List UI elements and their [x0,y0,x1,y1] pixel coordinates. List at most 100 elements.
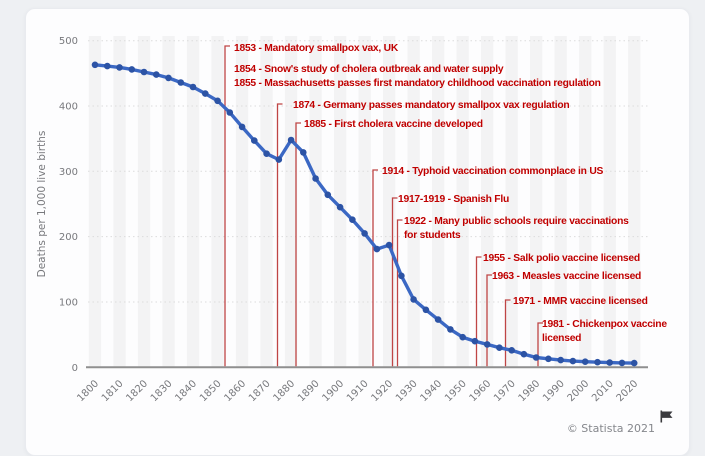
annotation-label: 1885 - First cholera vaccine developed [304,119,483,130]
annotation-label: 1955 - Salk polio vaccine licensed [483,253,640,264]
data-point-marker[interactable] [410,296,417,303]
data-point-marker[interactable] [373,245,381,253]
data-point-marker[interactable] [349,216,356,223]
data-point-marker[interactable] [287,136,295,144]
x-axis-tick-label: 1920 [369,378,395,404]
annotation-line [391,197,398,367]
data-point-marker[interactable] [324,191,332,199]
data-point-marker[interactable] [165,74,172,82]
x-axis-tick-label: 1980 [517,378,543,404]
decade-band [113,36,126,368]
data-point-marker[interactable] [594,358,601,366]
decade-band [603,36,616,368]
decade-band [505,36,518,368]
x-axis-tick-label: 1810 [100,378,126,404]
data-point-marker[interactable] [312,175,319,182]
x-axis-tick-label: 1940 [418,378,444,404]
decade-band [358,36,371,368]
decade-band [334,36,347,368]
data-point-marker[interactable] [630,359,638,367]
annotation-label: 1853 - Mandatory smallpox vax, UK [234,43,399,54]
data-point-marker[interactable] [422,306,430,314]
data-point-marker[interactable] [508,347,515,354]
annotation-line [475,256,482,367]
annotation-line [396,219,403,367]
annotation-line [504,299,511,367]
data-point-marker[interactable] [336,203,344,211]
decade-band [260,36,273,368]
data-point-marker[interactable] [91,61,99,69]
data-point-marker[interactable] [177,79,185,86]
data-point-marker[interactable] [153,71,160,78]
data-point-marker[interactable] [104,62,111,70]
annotation-line [486,274,492,367]
data-point-marker[interactable] [251,137,258,144]
statista-credit[interactable]: © Statista 2021 [567,422,655,435]
decade-band [432,36,445,368]
decade-band [530,36,543,368]
x-axis-tick-label: 1820 [124,378,150,404]
data-point-marker[interactable] [398,272,405,280]
y-axis-tick-label: 500 [59,36,78,47]
decade-band [628,36,641,368]
decade-band [309,36,322,368]
data-point-marker[interactable] [238,123,246,131]
decade-band [407,36,420,368]
data-point-marker[interactable] [275,156,283,163]
x-axis-tick-label: 1840 [173,378,199,404]
decade-band [579,36,592,368]
y-axis-tick-label: 100 [59,298,78,309]
statista-chart-page: { "credit": { "text": "© Statista 2021",… [25,8,690,456]
y-axis-tick-label: 400 [59,102,78,113]
data-point-marker[interactable] [434,316,442,323]
data-point-marker[interactable] [606,359,613,366]
y-axis-tick-label: 200 [59,232,78,243]
statista-flag-icon[interactable] [660,410,673,423]
annotation-label: 1914 - Typhoid vaccination commonplace i… [382,166,603,177]
annotation-line [372,169,378,367]
data-point-marker[interactable] [128,66,136,73]
annotation-line [276,103,283,367]
data-point-marker[interactable] [483,341,491,348]
x-axis-tick-label: 1870 [247,378,273,404]
data-point-marker[interactable] [116,64,123,71]
data-point-marker[interactable] [520,350,528,358]
data-point-marker[interactable] [581,358,589,366]
data-point-marker[interactable] [447,326,454,333]
data-point-marker[interactable] [189,83,197,91]
decade-band [88,36,102,368]
data-point-marker[interactable] [496,344,503,352]
annotation-label: licensed [542,333,581,344]
data-point-marker[interactable] [385,241,393,249]
y-axis-tick-label: 0 [72,363,78,374]
decade-band [284,36,298,368]
data-point-marker[interactable] [545,355,552,363]
data-point-marker[interactable] [459,333,467,341]
data-point-marker[interactable] [569,357,577,365]
data-point-marker[interactable] [202,90,209,97]
x-axis-tick-label: 1850 [198,378,224,404]
data-point-marker[interactable] [532,354,540,361]
x-axis-tick-label: 1930 [394,378,420,404]
data-point-marker[interactable] [557,356,564,364]
annotation-label: 1971 - MMR vaccine licensed [513,296,648,307]
annotation-label: 1854 - Snow's study of cholera outbreak … [234,64,504,75]
data-point-marker[interactable] [214,97,221,105]
annotation-label: 1922 - Many public schools require vacci… [404,216,629,227]
decade-band [137,36,151,368]
data-point-marker[interactable] [618,359,626,367]
decade-band [211,36,224,368]
data-point-marker[interactable] [471,337,479,345]
annotation-label: 1917-1919 - Spanish Flu [398,194,509,205]
data-point-marker[interactable] [361,230,368,237]
annotation-label: 1874 - Germany passes mandatory smallpox… [293,100,569,111]
data-point-marker[interactable] [140,68,148,76]
decade-band [186,36,200,368]
annotation-label: 1963 - Measles vaccine licensed [492,271,641,282]
annotation-label: 1855 - Massachusetts passes first mandat… [234,78,601,89]
decade-band [456,36,469,368]
x-axis-tick-label: 1890 [296,378,322,404]
data-point-marker[interactable] [300,149,307,156]
data-point-marker[interactable] [226,109,234,116]
data-point-marker[interactable] [263,150,270,157]
